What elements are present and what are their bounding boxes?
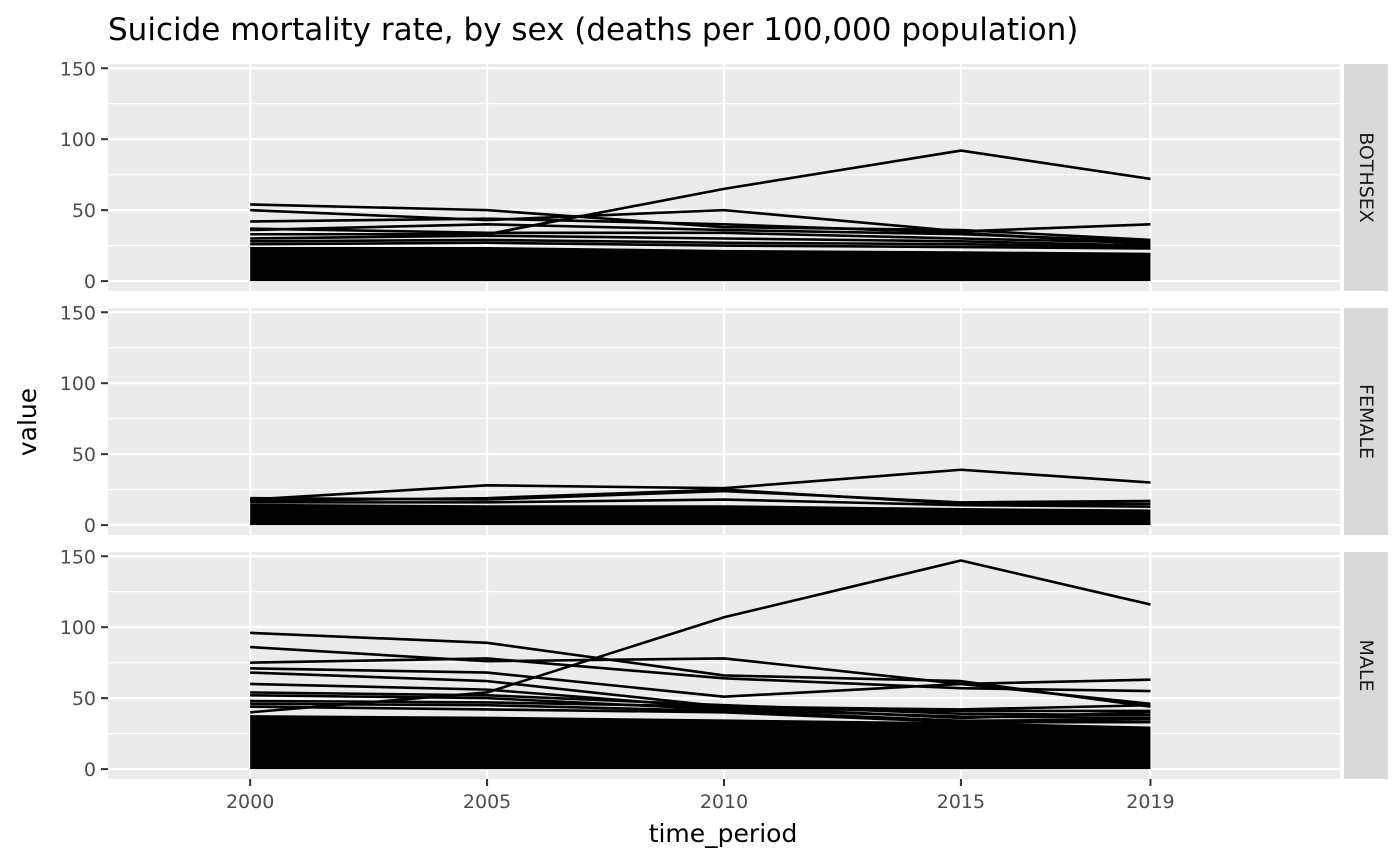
series-line-8 xyxy=(250,238,1151,249)
facet-panel-bothsex: 0 50 100 150 BOTHSEX xyxy=(60,58,1388,293)
y-tick-label: 150 xyxy=(60,302,96,324)
y-tick-label: 150 xyxy=(60,546,96,568)
y-tick-label: 100 xyxy=(60,129,96,151)
y-tick-label: 150 xyxy=(60,58,96,80)
series-line-3 xyxy=(250,645,1151,686)
chart-title: Suicide mortality rate, by sex (deaths p… xyxy=(108,12,1078,48)
series-line-7 xyxy=(250,682,1151,713)
facet-strip xyxy=(1344,552,1388,779)
facet-strip-label: BOTHSEX xyxy=(1355,132,1377,223)
series-line-7 xyxy=(250,234,1151,247)
y-tick-label: 0 xyxy=(84,515,96,537)
x-tick-label: 2010 xyxy=(700,791,748,813)
series-line-3 xyxy=(250,208,1151,233)
series-line-1 xyxy=(250,468,1151,501)
series-line-12 xyxy=(250,705,1151,724)
series-line-5 xyxy=(250,667,1151,706)
x-axis: 2000 2005 2010 2015 2019 xyxy=(226,779,1175,813)
x-tick-label: 2005 xyxy=(463,791,511,813)
facet-strip xyxy=(1344,64,1388,291)
series-line-1 xyxy=(250,559,1151,714)
series-band-dense xyxy=(250,503,1151,526)
facet-panels: 0 50 100 150 BOTHSEX 0 50 100 150 FEMALE 0 50 100 150… xyxy=(60,58,1388,781)
series-line-1 xyxy=(250,149,1151,236)
series-line-9 xyxy=(250,241,1151,250)
series-line-8 xyxy=(250,691,1151,717)
y-axis-title: value xyxy=(13,388,42,456)
facet-panel-female: 0 50 100 150 FEMALE xyxy=(60,302,1388,537)
y-tick-label: 100 xyxy=(60,617,96,639)
x-tick-label: 2015 xyxy=(937,791,985,813)
facet-strip-label: FEMALE xyxy=(1355,384,1377,459)
y-tick-label: 50 xyxy=(72,200,96,222)
series-line-11 xyxy=(250,702,1151,723)
facet-strip xyxy=(1344,308,1388,535)
x-tick-label: 2019 xyxy=(1126,791,1174,813)
series-line-4 xyxy=(250,657,1151,693)
y-tick-label: 50 xyxy=(72,444,96,466)
x-axis-title: time_period xyxy=(649,819,798,848)
x-tick-label: 2000 xyxy=(226,791,274,813)
series-line-4 xyxy=(250,498,1151,508)
series-band-dense xyxy=(250,715,1151,770)
y-tick-label: 100 xyxy=(60,373,96,395)
facet-panel-male: 0 50 100 150 MALE xyxy=(60,546,1388,781)
y-tick-label: 0 xyxy=(84,759,96,781)
series-line-3 xyxy=(250,488,1151,506)
series-line-5 xyxy=(250,223,1151,243)
series-band-dense xyxy=(250,247,1151,282)
series-line-10 xyxy=(250,699,1151,720)
series-line-6 xyxy=(250,227,1151,245)
facet-strip-label: MALE xyxy=(1355,640,1377,692)
y-tick-label: 50 xyxy=(72,688,96,710)
series-line-2 xyxy=(250,203,1151,242)
y-tick-label: 0 xyxy=(84,271,96,293)
